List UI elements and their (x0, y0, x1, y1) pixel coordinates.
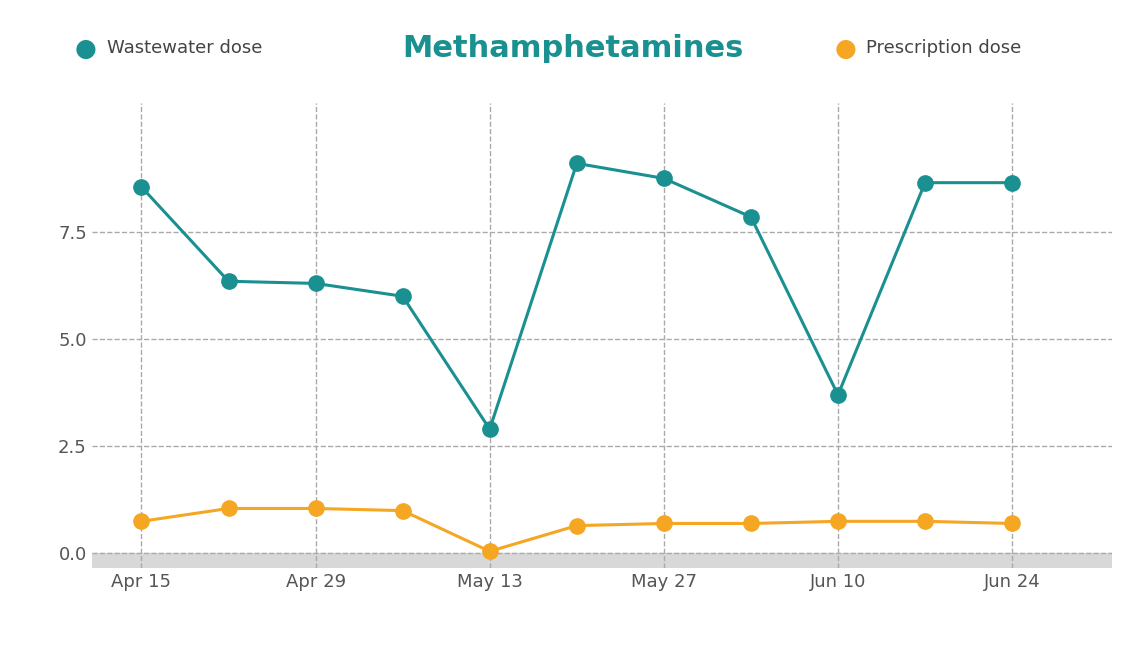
Bar (92, 554, 1112, 568)
Text: Methamphetamines: Methamphetamines (402, 34, 744, 63)
Text: ●: ● (834, 36, 857, 61)
Text: Prescription dose: Prescription dose (866, 39, 1021, 57)
Text: ●: ● (74, 36, 97, 61)
Text: Wastewater dose: Wastewater dose (107, 39, 262, 57)
